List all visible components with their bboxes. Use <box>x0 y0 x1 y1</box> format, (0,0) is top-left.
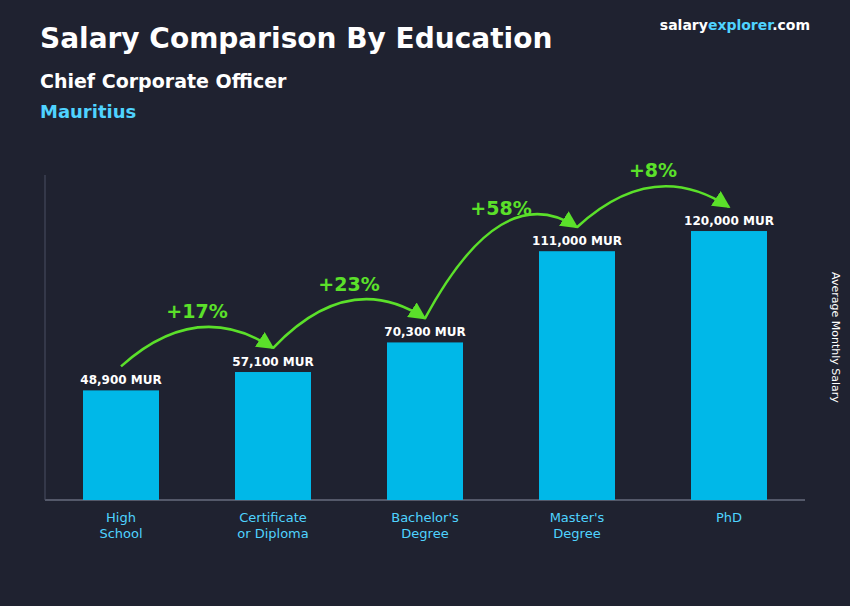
x-tick-label-line: or Diploma <box>237 526 309 541</box>
source-part: salary <box>660 17 708 33</box>
subtitle: Chief Corporate Officer <box>40 70 287 92</box>
data-label: 111,000 MUR <box>532 234 622 248</box>
x-tick-label-line: Master's <box>550 510 605 525</box>
change-arrow <box>425 214 577 318</box>
data-label: 57,100 MUR <box>232 355 313 369</box>
y-axis-line <box>45 175 46 500</box>
change-arrow <box>121 327 273 366</box>
source-part: explorer <box>708 17 774 33</box>
source-part: .com <box>772 17 810 33</box>
data-label: 120,000 MUR <box>684 214 774 228</box>
bar <box>235 372 311 500</box>
change-arrow <box>577 186 729 227</box>
background <box>0 0 850 606</box>
x-tick-label-line: Certificate <box>239 510 307 525</box>
data-label: 70,300 MUR <box>384 325 465 339</box>
x-tick-label-line: Bachelor's <box>391 510 459 525</box>
x-tick-label-line: High <box>106 510 136 525</box>
x-tick-label: Bachelor'sDegree <box>391 510 459 541</box>
x-tick-label: PhD <box>716 510 742 525</box>
x-tick-label: HighSchool <box>99 510 142 541</box>
y-label: Average Monthly Salary <box>829 272 842 403</box>
annotation: +17% <box>166 300 227 322</box>
x-tick-label: Certificateor Diploma <box>237 510 309 541</box>
location: Mauritius <box>40 101 136 122</box>
bar <box>83 390 159 500</box>
bar <box>691 231 767 500</box>
source: salaryexplorer.com <box>660 17 810 33</box>
annotation: +58% <box>470 197 531 219</box>
data-label: 48,900 MUR <box>80 373 161 387</box>
annotation: +8% <box>629 159 677 181</box>
title: Salary Comparison By Education <box>40 22 552 55</box>
x-tick-label-line: PhD <box>716 510 742 525</box>
x-tick-label-line: School <box>99 526 142 541</box>
x-tick-label: Master'sDegree <box>550 510 605 541</box>
chart: Salary Comparison By Education Chief Corp… <box>0 0 850 606</box>
bar <box>387 342 463 500</box>
bars <box>83 231 767 500</box>
bar <box>539 251 615 500</box>
x-tick-label-line: Degree <box>401 526 448 541</box>
annotation: +23% <box>318 273 379 295</box>
x-tick-label-line: Degree <box>553 526 600 541</box>
change-arrow <box>273 299 425 348</box>
